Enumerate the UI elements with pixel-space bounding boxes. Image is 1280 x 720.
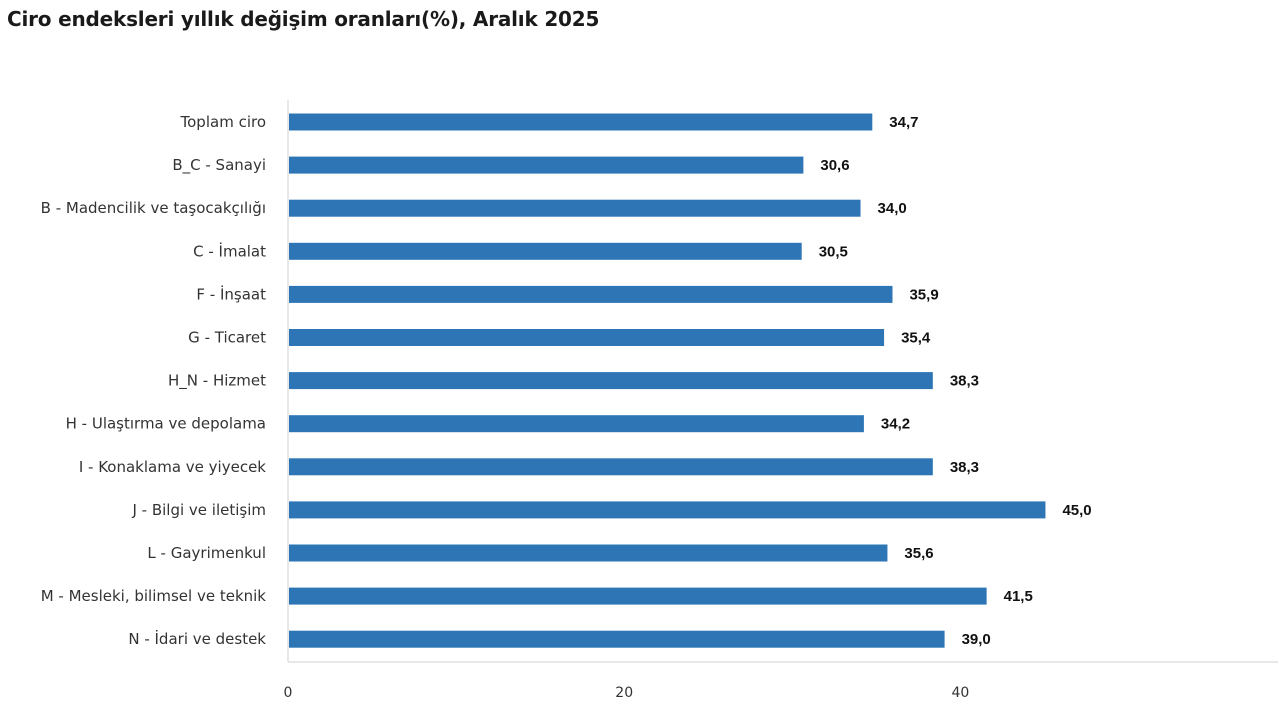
data-label: 34,7 — [889, 114, 918, 131]
bar — [289, 113, 873, 131]
data-label: 35,6 — [904, 545, 933, 562]
category-label: J - Bilgi ve iletişim — [131, 501, 266, 519]
data-label: 45,0 — [1062, 502, 1091, 519]
category-label: B_C - Sanayi — [172, 156, 266, 175]
category-label: F - İnşaat — [196, 284, 266, 303]
category-label: M - Mesleki, bilimsel ve teknik — [41, 587, 267, 605]
bar — [289, 544, 888, 562]
category-label: B - Madencilik ve taşocakçılığı — [41, 199, 266, 217]
chart-title: Ciro endeksleri yıllık değişim oranları(… — [7, 7, 600, 31]
data-label: 35,4 — [901, 330, 931, 347]
bar — [289, 458, 933, 476]
data-label: 30,5 — [819, 243, 848, 260]
x-tick-label: 0 — [284, 685, 293, 701]
category-label: Toplam ciro — [180, 113, 266, 131]
data-label: 35,9 — [909, 286, 938, 303]
bar — [289, 199, 861, 217]
bar — [289, 372, 933, 390]
data-label: 30,6 — [820, 157, 849, 174]
bar — [289, 630, 945, 648]
category-label: H - Ulaştırma ve depolama — [66, 415, 266, 433]
category-label: H_N - Hizmet — [168, 372, 266, 391]
bar — [289, 415, 864, 433]
category-label: L - Gayrimenkul — [147, 544, 266, 562]
x-tick-label: 40 — [951, 685, 969, 701]
category-label: C - İmalat — [193, 241, 266, 260]
x-tick-label: 20 — [615, 685, 633, 701]
category-label: N - İdari ve destek — [128, 629, 266, 648]
data-label: 38,3 — [950, 459, 979, 476]
bar — [289, 285, 893, 303]
bar — [289, 156, 804, 174]
data-label: 34,0 — [878, 200, 907, 217]
bar — [289, 501, 1046, 519]
data-label: 38,3 — [950, 373, 979, 390]
bar — [289, 329, 885, 346]
category-label: I - Konaklama ve yiyecek — [79, 458, 266, 476]
data-label: 41,5 — [1004, 588, 1033, 605]
data-label: 39,0 — [962, 631, 991, 648]
data-label: 34,2 — [881, 416, 910, 433]
category-label: G - Ticaret — [188, 329, 266, 347]
bar — [289, 242, 802, 260]
bar — [289, 587, 987, 605]
